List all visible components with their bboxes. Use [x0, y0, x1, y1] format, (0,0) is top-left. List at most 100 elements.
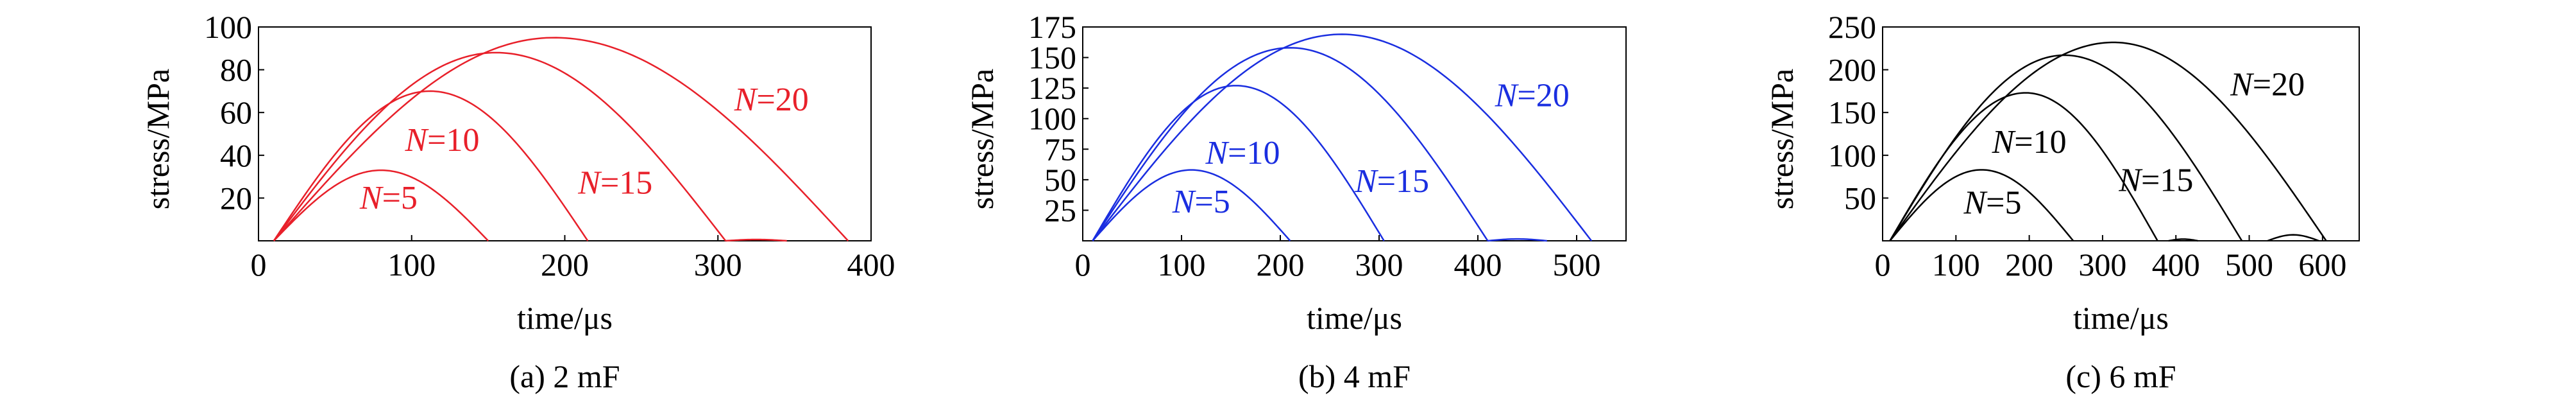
- x-tick-label: 400: [2152, 247, 2200, 283]
- series-line: [1889, 54, 2243, 241]
- series-label: N=10: [1992, 124, 2067, 161]
- series-line: [1092, 47, 1489, 241]
- x-axis-label: time/μs: [517, 300, 613, 336]
- x-tick-label: 500: [2225, 247, 2273, 283]
- chart-panel-1: 0 100 200 300 400 20 40 60 80 100 time/μs stress/MP…: [140, 9, 895, 394]
- y-tick-label: 75: [1044, 131, 1076, 167]
- series-label: N=10: [1205, 135, 1280, 171]
- series-label: N=20: [2230, 67, 2305, 103]
- x-tick-label: 300: [1355, 247, 1403, 283]
- x-tick-label: 100: [1932, 247, 1980, 283]
- panel-caption: (a) 2 mF: [509, 358, 620, 394]
- series-line: [273, 169, 489, 241]
- x-tick-label: 100: [387, 247, 436, 283]
- x-axis-label: time/μs: [1307, 300, 1402, 336]
- series-label-var: N: [359, 180, 384, 216]
- y-tick-label: 40: [220, 137, 252, 173]
- series-label: N=20: [1495, 78, 1570, 114]
- y-tick-label: 60: [220, 94, 252, 130]
- series-line: [273, 37, 849, 241]
- series-label: N=5: [1172, 184, 1230, 220]
- series-label: N=5: [1963, 184, 2021, 221]
- y-tick-label: 100: [204, 9, 252, 45]
- x-tick-label: 400: [1454, 247, 1502, 283]
- panel-caption: (b) 4 mF: [1298, 358, 1411, 394]
- x-tick-label: 300: [2078, 247, 2126, 283]
- y-tick-label: 20: [220, 180, 252, 216]
- series-label-value: =20: [1517, 78, 1569, 114]
- tail-oscillation: [2267, 234, 2319, 242]
- series-label-value: =15: [1377, 163, 1429, 200]
- chart-panel-2: 0 100 200 300 400 500255075100125150175time/μ…: [964, 9, 1627, 394]
- series-label-value: =5: [382, 180, 418, 216]
- series-line: [1092, 85, 1385, 241]
- series-label-value: =10: [2014, 124, 2066, 161]
- series-label-value: =5: [1194, 184, 1230, 220]
- y-tick-label: 50: [1844, 180, 1876, 216]
- series-label-var: N: [1963, 184, 1988, 221]
- x-tick-label: 0: [1075, 247, 1091, 283]
- y-tick-label: 150: [1028, 40, 1076, 76]
- series-label-var: N: [1354, 163, 1379, 200]
- series-label-var: N: [404, 122, 429, 159]
- series-label: N=20: [734, 82, 809, 118]
- x-tick-label: 400: [847, 247, 895, 283]
- series-label-var: N: [577, 165, 602, 202]
- series-label-var: N: [1992, 124, 2017, 161]
- plot-frame: [1082, 26, 1627, 241]
- series-line: [1889, 41, 2327, 241]
- x-tick-label: 100: [1158, 247, 1206, 283]
- y-tick-label: 150: [1828, 94, 1876, 130]
- tail-oscillation: [2168, 238, 2198, 242]
- y-tick-label: 125: [1028, 70, 1076, 106]
- series-label-value: =20: [2253, 67, 2305, 103]
- series-label-var: N: [1172, 184, 1197, 220]
- plot-frame: [258, 26, 872, 241]
- y-tick-label: 100: [1828, 137, 1876, 173]
- y-tick-label: 200: [1828, 52, 1876, 88]
- series-label-var: N: [734, 82, 759, 118]
- x-tick-label: 300: [694, 247, 742, 283]
- y-tick-label: 80: [220, 52, 252, 88]
- series-label-var: N: [1205, 135, 1230, 171]
- series-line: [1092, 33, 1593, 241]
- series-label-var: N: [2230, 67, 2255, 103]
- y-tick-label: 100: [1028, 101, 1076, 137]
- y-axis-label: stress/MPa: [140, 69, 176, 209]
- x-axis-label: time/μs: [2073, 300, 2169, 336]
- x-tick-label: 200: [1257, 247, 1305, 283]
- x-tick-label: 200: [541, 247, 589, 283]
- series-line: [273, 51, 727, 241]
- x-tick-label: 200: [2005, 247, 2053, 283]
- series-label: N=15: [1354, 163, 1429, 200]
- series-label-value: =15: [600, 165, 652, 202]
- series-label-value: =10: [1228, 135, 1280, 171]
- plot-frame: [1882, 26, 2360, 241]
- x-tick-label: 500: [1553, 247, 1601, 283]
- y-tick-label: 175: [1028, 9, 1076, 45]
- tail-oscillation: [725, 238, 787, 242]
- series-label-var: N: [2118, 162, 2143, 199]
- series-line: [273, 90, 589, 241]
- y-axis-label: stress/MPa: [964, 69, 1000, 209]
- series-line: [1889, 169, 2074, 241]
- x-tick-label: 600: [2298, 247, 2346, 283]
- series-line: [1889, 92, 2158, 241]
- x-tick-label: 0: [251, 247, 267, 283]
- chart-panel-3: 0 100 200 300 400 500 600 50 100 150 200 250 time/μs…: [1764, 9, 2360, 394]
- tail-oscillation: [1487, 238, 1547, 242]
- y-tick-label: 250: [1828, 9, 1876, 45]
- series-label-var: N: [1495, 78, 1520, 114]
- series-label-value: =5: [1986, 184, 2021, 221]
- y-tick-label: 25: [1044, 192, 1076, 228]
- series-label: N=15: [2118, 162, 2193, 199]
- series-label: N=5: [359, 180, 418, 216]
- series-label: N=15: [577, 165, 652, 202]
- panel-caption: (c) 6 mF: [2065, 358, 2176, 394]
- series-label-value: =20: [756, 82, 808, 118]
- series-label-value: =10: [427, 122, 479, 159]
- series-label-value: =15: [2141, 162, 2193, 199]
- x-tick-label: 0: [1875, 247, 1891, 283]
- y-axis-label: stress/MPa: [1764, 69, 1800, 209]
